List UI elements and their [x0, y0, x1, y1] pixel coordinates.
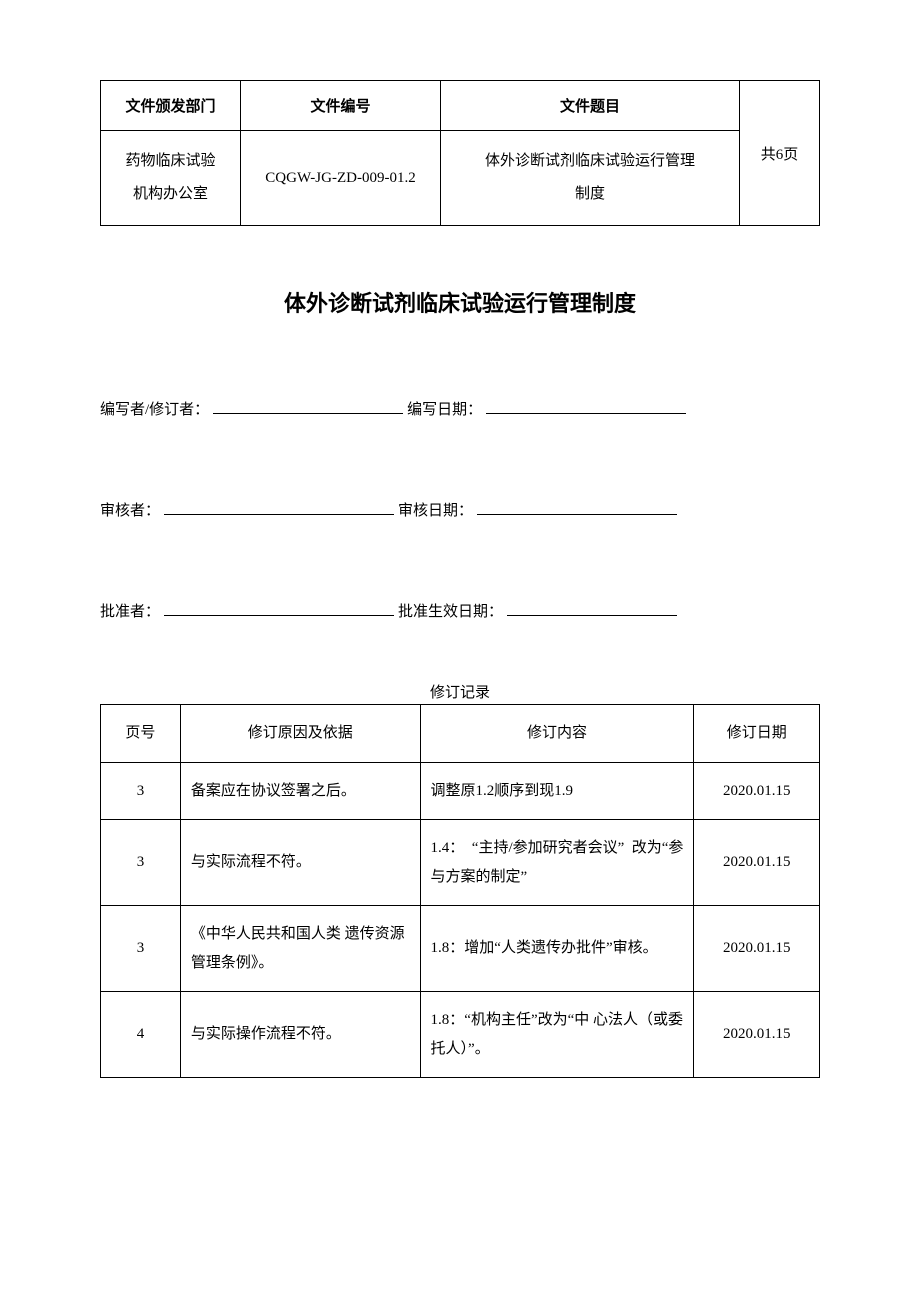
cell-date: 2020.01.15	[694, 906, 820, 992]
cell-reason: 与实际流程不符。	[180, 820, 420, 906]
cell-content: 1.8：“机构主任”改为“中 心法人（或委托人）”。	[420, 992, 694, 1078]
header-pages: 共6页	[740, 81, 820, 226]
cell-reason: 备案应在协议签署之后。	[180, 762, 420, 820]
header-title-line1: 体外诊断试剂临床试验运行管理	[485, 153, 695, 169]
document-page: 文件颁发部门 文件编号 文件题目 共6页 药物临床试验 机构办公室 CQGW-J…	[0, 0, 920, 1302]
table-row: 3 与实际流程不符。 1.4： “主持/参加研究者会议” 改为“参与方案的制定”…	[101, 820, 820, 906]
header-code-label: 文件编号	[241, 81, 441, 131]
cell-date: 2020.01.15	[694, 820, 820, 906]
cell-content: 1.4： “主持/参加研究者会议” 改为“参与方案的制定”	[420, 820, 694, 906]
table-row: 4 与实际操作流程不符。 1.8：“机构主任”改为“中 心法人（或委托人）”。 …	[101, 992, 820, 1078]
revision-table: 页号 修订原因及依据 修订内容 修订日期 3 备案应在协议签署之后。 调整原1.…	[100, 704, 820, 1078]
header-title-value: 体外诊断试剂临床试验运行管理 制度	[441, 131, 740, 226]
approver-name-blank	[164, 615, 394, 616]
header-table: 文件颁发部门 文件编号 文件题目 共6页 药物临床试验 机构办公室 CQGW-J…	[100, 80, 820, 226]
signature-author-line: 编写者/修订者： 编写日期：	[100, 398, 820, 419]
header-dept-value: 药物临床试验 机构办公室	[101, 131, 241, 226]
cell-content: 1.8：增加“人类遗传办批件”审核。	[420, 906, 694, 992]
header-title-label: 文件题目	[441, 81, 740, 131]
reviewer-label: 审核者：	[100, 499, 160, 520]
cell-page: 3	[101, 820, 181, 906]
author-label: 编写者/修订者：	[100, 398, 209, 419]
col-reason: 修订原因及依据	[180, 705, 420, 763]
cell-page: 3	[101, 762, 181, 820]
author-date-blank	[486, 413, 686, 414]
reviewer-date-blank	[477, 514, 677, 515]
col-page: 页号	[101, 705, 181, 763]
table-row: 3 《中华人民共和国人类 遗传资源管理条例》。 1.8：增加“人类遗传办批件”审…	[101, 906, 820, 992]
table-row: 3 备案应在协议签署之后。 调整原1.2顺序到现1.9 2020.01.15	[101, 762, 820, 820]
col-content: 修订内容	[420, 705, 694, 763]
header-row-labels: 文件颁发部门 文件编号 文件题目 共6页	[101, 81, 820, 131]
author-date-label: 编写日期：	[407, 398, 482, 419]
header-dept-line2: 机构办公室	[133, 186, 208, 202]
doc-title: 体外诊断试剂临床试验运行管理制度	[100, 286, 820, 318]
revision-header-row: 页号 修订原因及依据 修订内容 修订日期	[101, 705, 820, 763]
cell-page: 4	[101, 992, 181, 1078]
cell-date: 2020.01.15	[694, 992, 820, 1078]
author-name-blank	[213, 413, 403, 414]
cell-reason: 《中华人民共和国人类 遗传资源管理条例》。	[180, 906, 420, 992]
approver-label: 批准者：	[100, 600, 160, 621]
header-code-value: CQGW-JG-ZD-009-01.2	[241, 131, 441, 226]
cell-page: 3	[101, 906, 181, 992]
cell-date: 2020.01.15	[694, 762, 820, 820]
header-dept-line1: 药物临床试验	[125, 153, 215, 169]
revision-caption: 修订记录	[100, 681, 820, 702]
header-row-values: 药物临床试验 机构办公室 CQGW-JG-ZD-009-01.2 体外诊断试剂临…	[101, 131, 820, 226]
signature-approver-line: 批准者： 批准生效日期：	[100, 600, 820, 621]
reviewer-date-label: 审核日期：	[398, 499, 473, 520]
header-title-line2: 制度	[575, 186, 605, 202]
header-dept-label: 文件颁发部门	[101, 81, 241, 131]
cell-reason: 与实际操作流程不符。	[180, 992, 420, 1078]
reviewer-name-blank	[164, 514, 394, 515]
cell-content: 调整原1.2顺序到现1.9	[420, 762, 694, 820]
approver-date-blank	[507, 615, 677, 616]
col-date: 修订日期	[694, 705, 820, 763]
signature-reviewer-line: 审核者： 审核日期：	[100, 499, 820, 520]
approver-date-label: 批准生效日期：	[398, 600, 503, 621]
